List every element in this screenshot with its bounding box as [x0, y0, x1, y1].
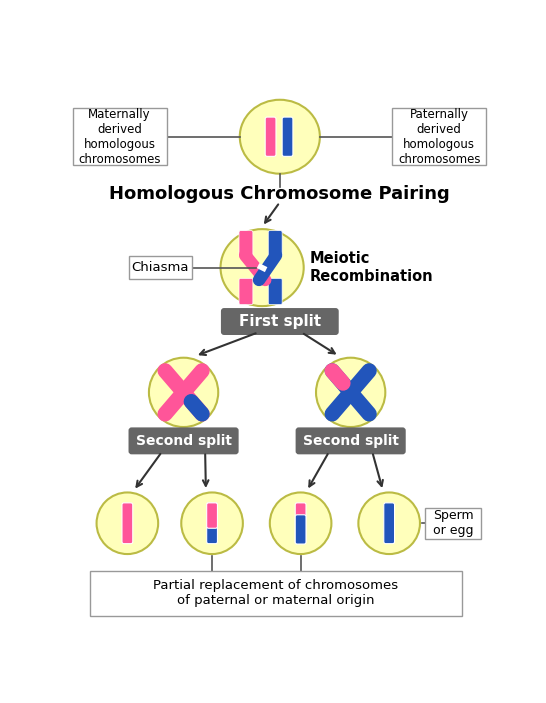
Text: Sperm
or egg: Sperm or egg	[433, 509, 473, 537]
Text: Paternally
derived
homologous
chromosomes: Paternally derived homologous chromosome…	[398, 108, 480, 166]
Ellipse shape	[240, 100, 320, 174]
Text: First split: First split	[239, 314, 321, 329]
Text: Partial replacement of chromosomes
of paternal or maternal origin: Partial replacement of chromosomes of pa…	[153, 579, 399, 607]
FancyBboxPatch shape	[128, 427, 239, 454]
Text: Second split: Second split	[302, 434, 399, 448]
FancyBboxPatch shape	[221, 308, 339, 335]
Text: Chiasma: Chiasma	[132, 261, 189, 274]
FancyBboxPatch shape	[207, 503, 217, 543]
FancyBboxPatch shape	[239, 231, 253, 257]
FancyBboxPatch shape	[384, 503, 395, 543]
FancyBboxPatch shape	[73, 108, 167, 165]
FancyBboxPatch shape	[268, 231, 282, 257]
Ellipse shape	[181, 493, 243, 554]
Ellipse shape	[358, 493, 420, 554]
Text: Meiotic
Recombination: Meiotic Recombination	[310, 252, 434, 284]
FancyBboxPatch shape	[425, 508, 481, 538]
Text: Homologous Chromosome Pairing: Homologous Chromosome Pairing	[109, 186, 450, 203]
Ellipse shape	[316, 358, 385, 427]
FancyBboxPatch shape	[268, 278, 282, 304]
FancyBboxPatch shape	[239, 278, 253, 304]
FancyBboxPatch shape	[295, 427, 406, 454]
FancyBboxPatch shape	[265, 117, 276, 156]
FancyBboxPatch shape	[207, 503, 217, 528]
Ellipse shape	[270, 493, 331, 554]
FancyBboxPatch shape	[129, 256, 192, 279]
FancyBboxPatch shape	[295, 515, 306, 544]
FancyBboxPatch shape	[295, 503, 306, 543]
Ellipse shape	[221, 229, 304, 306]
FancyBboxPatch shape	[91, 571, 461, 616]
Ellipse shape	[97, 493, 158, 554]
FancyBboxPatch shape	[392, 108, 486, 165]
Text: Second split: Second split	[135, 434, 232, 448]
Ellipse shape	[149, 358, 218, 427]
Text: Maternally
derived
homologous
chromosomes: Maternally derived homologous chromosome…	[79, 108, 161, 166]
FancyBboxPatch shape	[282, 117, 293, 156]
FancyBboxPatch shape	[122, 503, 133, 543]
